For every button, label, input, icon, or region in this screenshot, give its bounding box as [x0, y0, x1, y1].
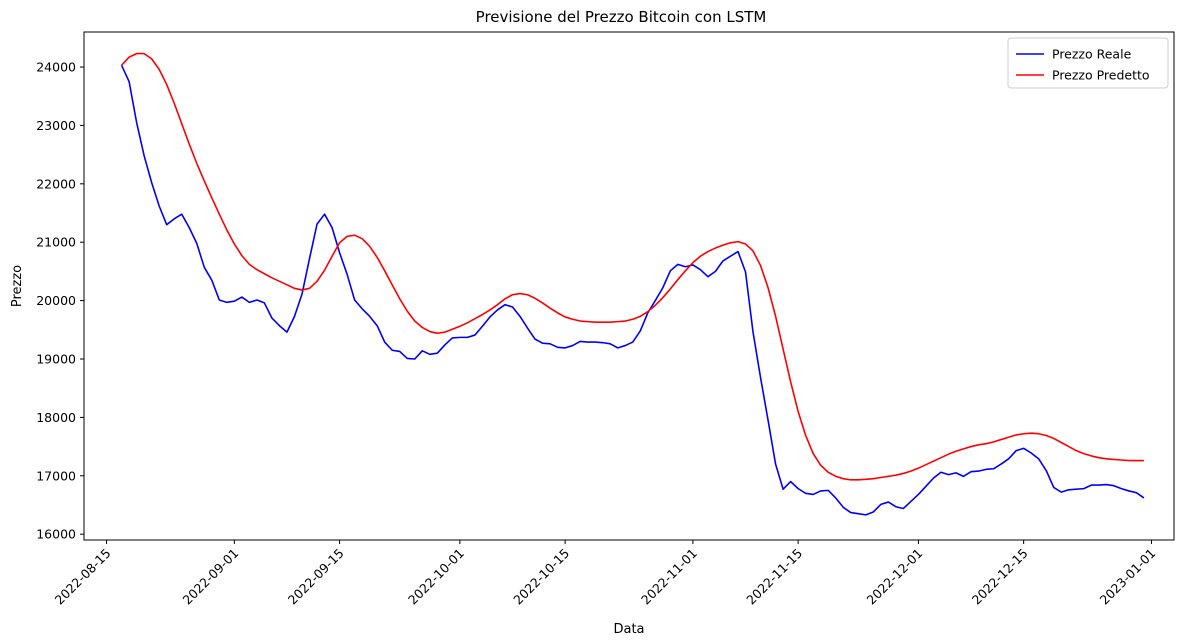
- plot-area: [120, 52, 1145, 516]
- x-axis-label: Data: [613, 622, 644, 637]
- y-tick-label: 16000: [36, 527, 76, 542]
- y-tick-label: 23000: [36, 118, 76, 133]
- y-tick-label: 22000: [36, 176, 76, 191]
- legend-label: Prezzo Predetto: [1052, 68, 1150, 83]
- y-axis: 16000 17000 18000 19000 20000 21000 22000 23000…: [36, 60, 84, 542]
- y-tick-label: 19000: [36, 351, 76, 366]
- legend-label: Prezzo Reale: [1052, 47, 1132, 62]
- legend-box: [1007, 37, 1169, 89]
- y-tick-label: 20000: [36, 293, 76, 308]
- chart-title: Previsione del Prezzo Bitcoin con LSTM: [476, 8, 767, 26]
- legend: Prezzo Reale Prezzo Predetto: [1007, 37, 1169, 89]
- y-tick-label: 21000: [36, 235, 76, 250]
- y-tick-label: 18000: [36, 410, 76, 425]
- y-tick-label: 24000: [36, 60, 76, 75]
- series-line-0: [120, 64, 1145, 516]
- series-line-1: [121, 52, 1144, 481]
- y-axis-label: Prezzo: [10, 265, 25, 307]
- axes-frame: [83, 31, 1175, 541]
- y-tick-label: 17000: [36, 468, 76, 483]
